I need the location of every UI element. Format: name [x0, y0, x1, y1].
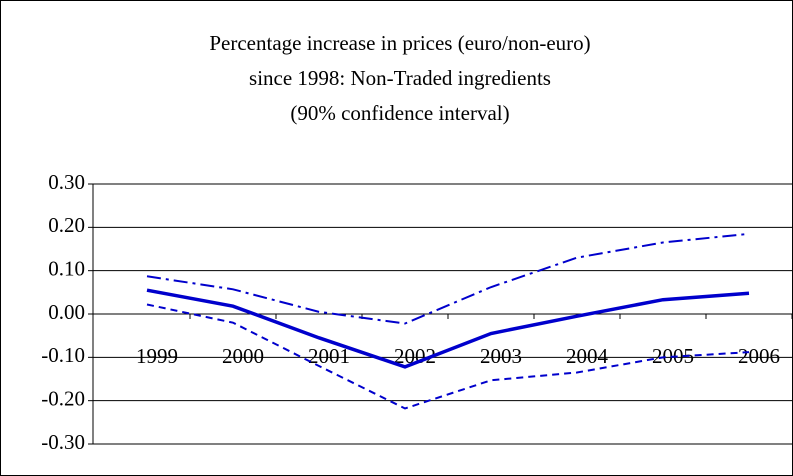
y-tick-label: -0.20 — [41, 386, 85, 410]
y-tick-label: -0.30 — [41, 430, 85, 454]
chart-title: since 1998: Non-Traded ingredients — [249, 66, 551, 90]
x-tick-label: 2006 — [738, 344, 780, 368]
x-tick-label: 2000 — [222, 344, 264, 368]
y-tick-label: 0.10 — [48, 256, 85, 280]
series-line — [146, 288, 750, 369]
series-line — [146, 303, 750, 410]
y-tick-label: -0.10 — [41, 343, 85, 367]
x-tick-label: 2003 — [480, 344, 522, 368]
x-tick-label: 2004 — [566, 344, 609, 368]
chart-title: Percentage increase in prices (euro/non-… — [209, 31, 590, 55]
chart-title: (90% confidence interval) — [290, 101, 509, 125]
x-tick-label: 2001 — [308, 344, 350, 368]
series-line — [146, 232, 750, 325]
x-tick-label: 1999 — [136, 344, 178, 368]
y-tick-label: 0.20 — [48, 213, 85, 237]
y-tick-label: 0.00 — [48, 300, 85, 324]
y-tick-label: 0.30 — [48, 170, 85, 194]
